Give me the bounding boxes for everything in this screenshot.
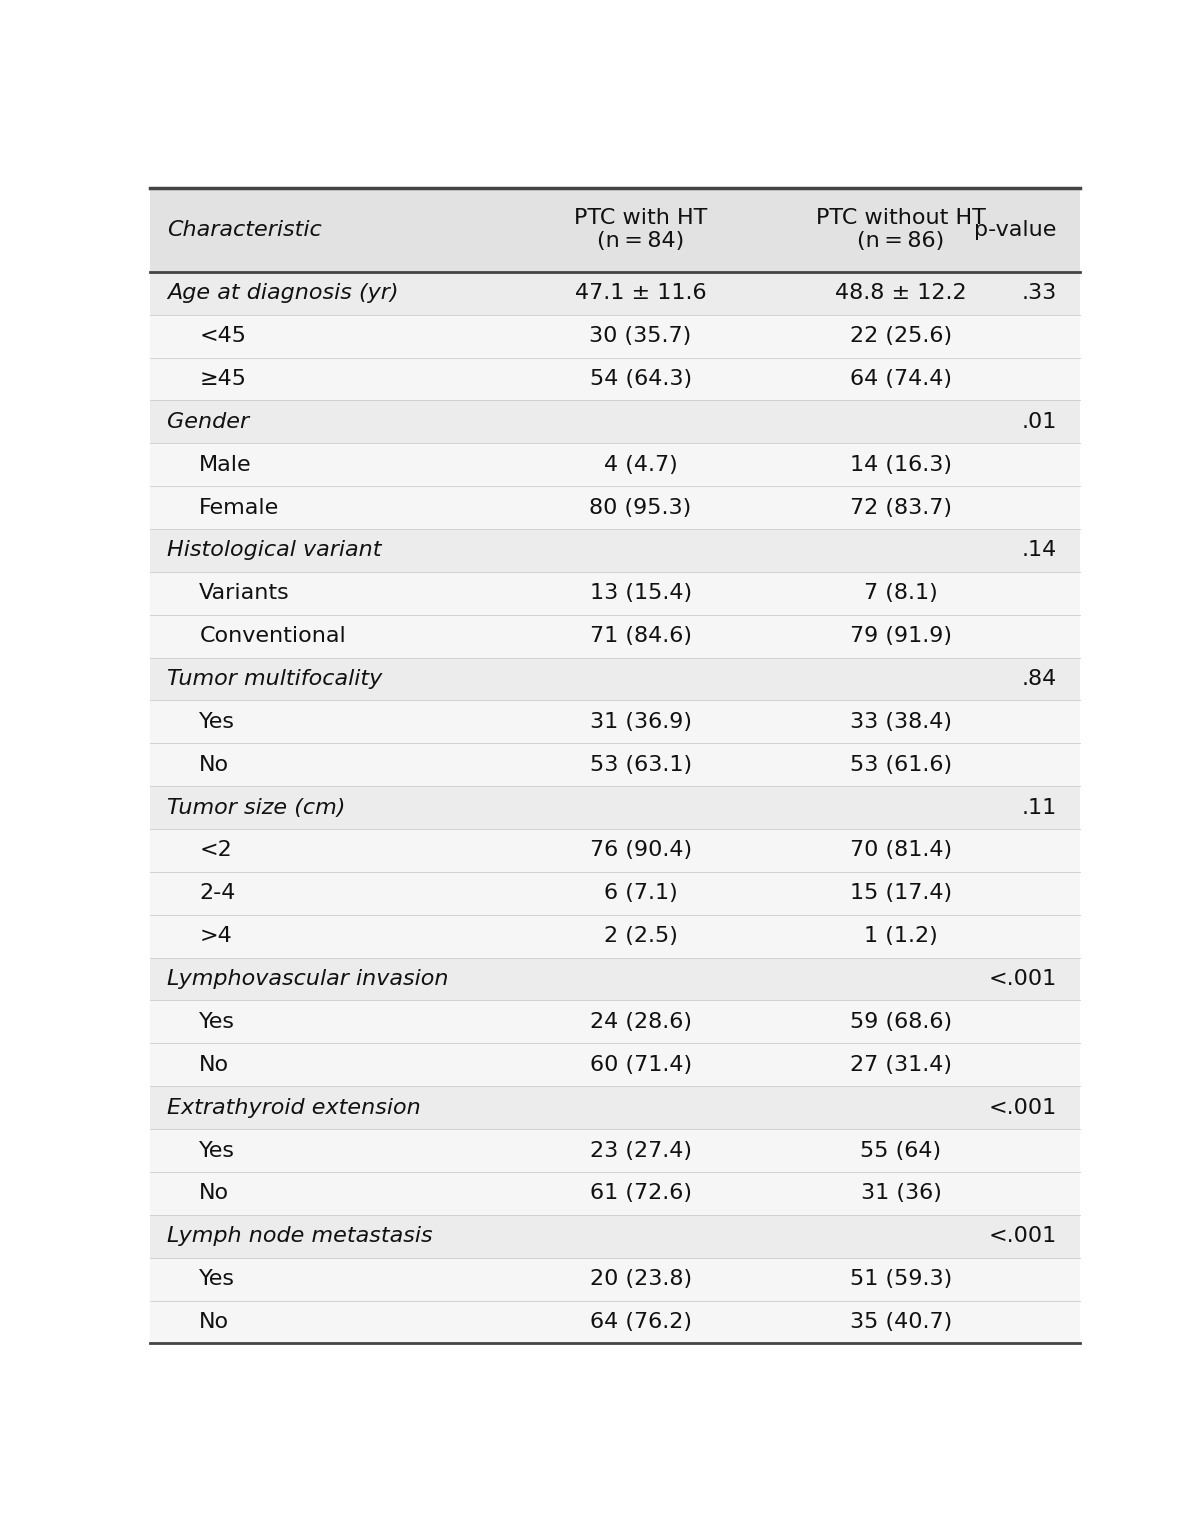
Text: .11: .11 [1021, 797, 1057, 817]
Bar [150, 787, 1080, 829]
Bar [150, 358, 1080, 400]
Text: Lymphovascular invasion: Lymphovascular invasion [167, 969, 449, 988]
Text: 47.1 ± 11.6: 47.1 ± 11.6 [575, 283, 707, 303]
Text: 24 (28.6): 24 (28.6) [589, 1011, 691, 1032]
Text: 54 (64.3): 54 (64.3) [589, 368, 691, 390]
Text: <2: <2 [199, 840, 232, 861]
Bar [150, 743, 1080, 787]
Text: 59 (68.6): 59 (68.6) [850, 1011, 952, 1032]
Text: PTC with HT
(n = 84): PTC with HT (n = 84) [574, 208, 707, 252]
Text: 48.8 ± 12.2: 48.8 ± 12.2 [835, 283, 967, 303]
Text: 71 (84.6): 71 (84.6) [589, 626, 691, 646]
Text: <.001: <.001 [989, 1098, 1057, 1117]
Text: .84: .84 [1021, 669, 1057, 688]
Text: 61 (72.6): 61 (72.6) [589, 1184, 691, 1204]
Bar [150, 1214, 1080, 1258]
Text: Variants: Variants [199, 584, 290, 603]
Text: 2-4: 2-4 [199, 884, 235, 904]
Text: 64 (74.4): 64 (74.4) [850, 368, 952, 390]
Text: <.001: <.001 [989, 1226, 1057, 1246]
Text: Gender: Gender [167, 412, 248, 432]
Text: Tumor size (cm): Tumor size (cm) [167, 797, 346, 817]
Bar [150, 1172, 1080, 1214]
Text: .14: .14 [1021, 540, 1057, 561]
Text: Lymph node metastasis: Lymph node metastasis [167, 1226, 432, 1246]
Text: 30 (35.7): 30 (35.7) [589, 326, 691, 346]
Text: No: No [199, 1184, 229, 1204]
Text: 35 (40.7): 35 (40.7) [850, 1311, 952, 1333]
Text: 53 (61.6): 53 (61.6) [850, 755, 952, 775]
Text: <45: <45 [199, 326, 246, 346]
Text: 60 (71.4): 60 (71.4) [589, 1055, 691, 1075]
Text: >4: >4 [199, 926, 232, 946]
Text: <.001: <.001 [989, 969, 1057, 988]
Bar [150, 315, 1080, 358]
Text: 7 (8.1): 7 (8.1) [864, 584, 938, 603]
Text: 79 (91.9): 79 (91.9) [850, 626, 952, 646]
Text: 14 (16.3): 14 (16.3) [850, 455, 952, 475]
Bar [150, 487, 1080, 529]
Bar [150, 872, 1080, 914]
Text: .33: .33 [1021, 283, 1057, 303]
Text: 76 (90.4): 76 (90.4) [589, 840, 691, 861]
Text: 53 (63.1): 53 (63.1) [589, 755, 691, 775]
Bar [150, 958, 1080, 1001]
Text: 1 (1.2): 1 (1.2) [864, 926, 938, 946]
Text: No: No [199, 755, 229, 775]
Text: Characteristic: Characteristic [167, 220, 322, 240]
Bar [150, 614, 1080, 658]
Text: Yes: Yes [199, 1011, 235, 1032]
Bar [150, 1001, 1080, 1043]
Text: 23 (27.4): 23 (27.4) [589, 1140, 691, 1161]
Text: Extrathyroid extension: Extrathyroid extension [167, 1098, 420, 1117]
Text: Female: Female [199, 497, 280, 517]
Bar [150, 658, 1080, 700]
Text: No: No [199, 1311, 229, 1333]
Text: 33 (38.4): 33 (38.4) [850, 713, 952, 732]
Text: 2 (2.5): 2 (2.5) [604, 926, 678, 946]
Bar [150, 271, 1080, 315]
Bar [150, 1258, 1080, 1301]
Text: 72 (83.7): 72 (83.7) [850, 497, 952, 517]
Text: Yes: Yes [199, 1269, 235, 1289]
Text: p-value: p-value [974, 220, 1057, 240]
Text: 31 (36): 31 (36) [860, 1184, 942, 1204]
Text: 27 (31.4): 27 (31.4) [850, 1055, 952, 1075]
Bar [150, 700, 1080, 743]
Text: Yes: Yes [199, 713, 235, 732]
Bar [150, 188, 1080, 271]
Text: 51 (59.3): 51 (59.3) [850, 1269, 952, 1289]
Text: 80 (95.3): 80 (95.3) [589, 497, 691, 517]
Text: 64 (76.2): 64 (76.2) [589, 1311, 691, 1333]
Bar [150, 1043, 1080, 1087]
Bar [150, 914, 1080, 958]
Bar [150, 443, 1080, 487]
Text: 22 (25.6): 22 (25.6) [850, 326, 952, 346]
Text: ≥45: ≥45 [199, 368, 246, 390]
Bar [150, 572, 1080, 614]
Text: Yes: Yes [199, 1140, 235, 1161]
Bar [150, 529, 1080, 572]
Text: Age at diagnosis (yr): Age at diagnosis (yr) [167, 283, 398, 303]
Text: 70 (81.4): 70 (81.4) [850, 840, 952, 861]
Text: 13 (15.4): 13 (15.4) [589, 584, 691, 603]
Text: 31 (36.9): 31 (36.9) [589, 713, 691, 732]
Bar [150, 1087, 1080, 1129]
Bar [150, 1301, 1080, 1343]
Text: PTC without HT
(n = 86): PTC without HT (n = 86) [816, 208, 986, 252]
Text: Tumor multifocality: Tumor multifocality [167, 669, 382, 688]
Text: 20 (23.8): 20 (23.8) [589, 1269, 691, 1289]
Text: 6 (7.1): 6 (7.1) [604, 884, 678, 904]
Text: 15 (17.4): 15 (17.4) [850, 884, 952, 904]
Bar [150, 400, 1080, 443]
Text: .01: .01 [1021, 412, 1057, 432]
Text: Histological variant: Histological variant [167, 540, 382, 561]
Text: 55 (64): 55 (64) [860, 1140, 942, 1161]
Bar [150, 1129, 1080, 1172]
Text: No: No [199, 1055, 229, 1075]
Text: Male: Male [199, 455, 252, 475]
Bar [150, 829, 1080, 872]
Text: Conventional: Conventional [199, 626, 346, 646]
Text: 4 (4.7): 4 (4.7) [604, 455, 678, 475]
